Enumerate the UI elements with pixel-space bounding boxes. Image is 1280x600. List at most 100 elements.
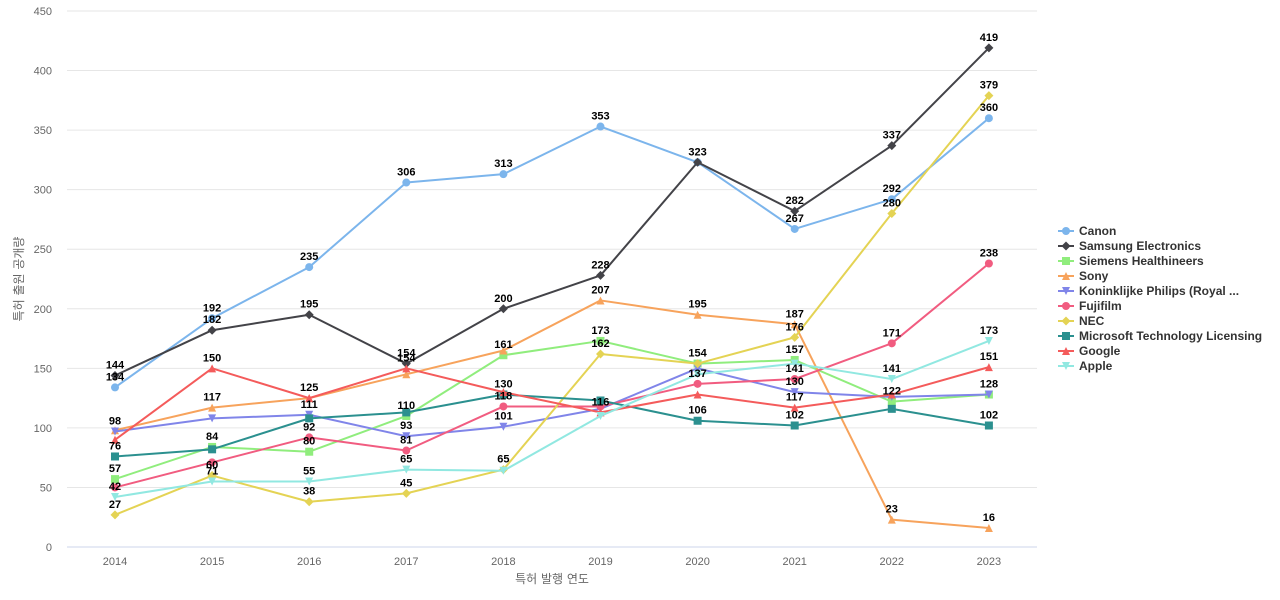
data-point-koninklijke-philips-royal[interactable]: [693, 364, 702, 373]
data-point-sony[interactable]: [790, 320, 799, 329]
series-line-google[interactable]: [114, 366, 990, 441]
data-point-nec[interactable]: [304, 497, 314, 507]
data-point-nec[interactable]: [401, 488, 411, 498]
data-point-koninklijke-philips-royal[interactable]: [402, 432, 411, 441]
series-line-nec[interactable]: [114, 94, 990, 516]
data-point-microsoft-technology-licensing[interactable]: [111, 452, 119, 461]
data-point-nec[interactable]: [693, 359, 703, 369]
data-point-sony[interactable]: [596, 296, 605, 305]
data-point-fujifilm[interactable]: [499, 402, 508, 411]
data-point-canon[interactable]: [111, 383, 119, 392]
data-point-canon[interactable]: [499, 170, 508, 179]
data-point-fujifilm[interactable]: [305, 433, 314, 442]
data-point-fujifilm[interactable]: [402, 446, 411, 455]
data-point-canon[interactable]: [984, 114, 993, 123]
data-point-microsoft-technology-licensing[interactable]: [887, 404, 896, 413]
data-point-samsung-electronics[interactable]: [790, 206, 800, 216]
data-point-koninklijke-philips-royal[interactable]: [984, 390, 993, 399]
data-point-fujifilm[interactable]: [693, 379, 702, 388]
series-line-samsung-electronics[interactable]: [114, 47, 990, 377]
data-point-canon[interactable]: [887, 195, 896, 204]
data-point-samsung-electronics[interactable]: [596, 270, 605, 280]
data-point-fujifilm[interactable]: [790, 375, 799, 384]
data-point-fujifilm[interactable]: [984, 259, 993, 268]
data-point-apple[interactable]: [693, 370, 702, 379]
data-point-samsung-electronics[interactable]: [887, 141, 897, 151]
data-point-samsung-electronics[interactable]: [984, 43, 994, 53]
data-point-google[interactable]: [984, 363, 993, 372]
series-line-koninklijke-philips-royal[interactable]: [114, 367, 989, 438]
data-point-apple[interactable]: [208, 477, 217, 486]
legend-item-apple[interactable]: Apple: [1058, 359, 1113, 373]
data-point-apple[interactable]: [790, 359, 799, 368]
data-point-microsoft-technology-licensing[interactable]: [208, 445, 217, 454]
data-point-samsung-electronics[interactable]: [401, 359, 411, 369]
data-point-google[interactable]: [305, 394, 314, 403]
data-point-apple[interactable]: [596, 411, 605, 420]
data-point-nec[interactable]: [596, 349, 605, 359]
series-line-microsoft-technology-licensing[interactable]: [114, 393, 990, 458]
legend-item-sony[interactable]: Sony: [1058, 269, 1109, 283]
data-point-apple[interactable]: [499, 466, 508, 475]
series-line-siemens-healthineers[interactable]: [114, 339, 989, 481]
series-line-fujifilm[interactable]: [114, 262, 990, 489]
data-point-sony[interactable]: [984, 523, 993, 532]
series-line-canon[interactable]: [114, 117, 990, 389]
data-point-canon[interactable]: [305, 263, 314, 272]
data-point-sony[interactable]: [402, 370, 411, 379]
data-point-fujifilm[interactable]: [208, 458, 217, 467]
data-point-sony[interactable]: [887, 515, 896, 524]
series-line-sony[interactable]: [114, 299, 989, 529]
legend-item-nec[interactable]: NEC: [1058, 314, 1105, 328]
data-point-sony[interactable]: [499, 346, 508, 355]
data-point-samsung-electronics[interactable]: [498, 304, 508, 314]
data-point-koninklijke-philips-royal[interactable]: [111, 427, 119, 436]
legend-item-canon[interactable]: Canon: [1058, 224, 1116, 238]
data-point-apple[interactable]: [111, 492, 119, 501]
data-point-microsoft-technology-licensing[interactable]: [984, 421, 993, 430]
data-point-google[interactable]: [111, 435, 119, 444]
data-point-sony[interactable]: [693, 310, 702, 319]
data-point-fujifilm[interactable]: [111, 483, 119, 492]
data-point-siemens-healthineers[interactable]: [499, 351, 508, 360]
data-point-koninklijke-philips-royal[interactable]: [208, 414, 217, 423]
data-point-samsung-electronics[interactable]: [110, 370, 120, 380]
data-point-microsoft-technology-licensing[interactable]: [305, 414, 314, 423]
data-point-nec[interactable]: [984, 91, 994, 101]
data-point-canon[interactable]: [208, 314, 217, 323]
data-point-google[interactable]: [693, 390, 702, 399]
data-point-apple[interactable]: [305, 477, 314, 486]
data-point-sony[interactable]: [208, 403, 217, 412]
data-point-google[interactable]: [499, 388, 508, 397]
data-point-google[interactable]: [208, 364, 217, 373]
data-point-koninklijke-philips-royal[interactable]: [790, 388, 799, 397]
legend-item-google[interactable]: Google: [1058, 344, 1121, 358]
data-point-canon[interactable]: [402, 178, 411, 187]
data-point-siemens-healthineers[interactable]: [111, 475, 119, 484]
legend-item-samsung-electronics[interactable]: Samsung Electronics: [1058, 239, 1201, 253]
legend-item-koninklijke-philips-royal[interactable]: Koninklijke Philips (Royal ...: [1058, 284, 1239, 298]
data-point-samsung-electronics[interactable]: [207, 325, 217, 335]
data-point-siemens-healthineers[interactable]: [887, 397, 896, 406]
data-point-microsoft-technology-licensing[interactable]: [693, 416, 702, 425]
data-point-microsoft-technology-licensing[interactable]: [790, 421, 799, 430]
data-point-nec[interactable]: [790, 332, 800, 342]
data-point-samsung-electronics[interactable]: [693, 157, 703, 167]
data-point-nec[interactable]: [887, 208, 897, 218]
legend-item-siemens-healthineers[interactable]: Siemens Healthineers: [1058, 254, 1204, 268]
data-point-samsung-electronics[interactable]: [304, 310, 314, 320]
data-point-canon[interactable]: [596, 122, 605, 131]
data-point-google[interactable]: [790, 403, 799, 412]
series-line-apple[interactable]: [114, 340, 990, 498]
data-point-microsoft-technology-licensing[interactable]: [596, 396, 605, 405]
data-point-microsoft-technology-licensing[interactable]: [402, 408, 411, 417]
data-point-siemens-healthineers[interactable]: [305, 447, 314, 456]
data-point-apple[interactable]: [984, 336, 993, 345]
data-point-canon[interactable]: [790, 224, 799, 233]
data-point-apple[interactable]: [402, 465, 411, 474]
data-point-koninklijke-philips-royal[interactable]: [499, 422, 508, 431]
legend-item-fujifilm[interactable]: Fujifilm: [1058, 299, 1122, 313]
legend-item-microsoft-technology-licensing[interactable]: Microsoft Technology Licensing: [1058, 329, 1262, 343]
data-point-nec[interactable]: [110, 510, 120, 520]
data-point-google[interactable]: [402, 364, 411, 373]
